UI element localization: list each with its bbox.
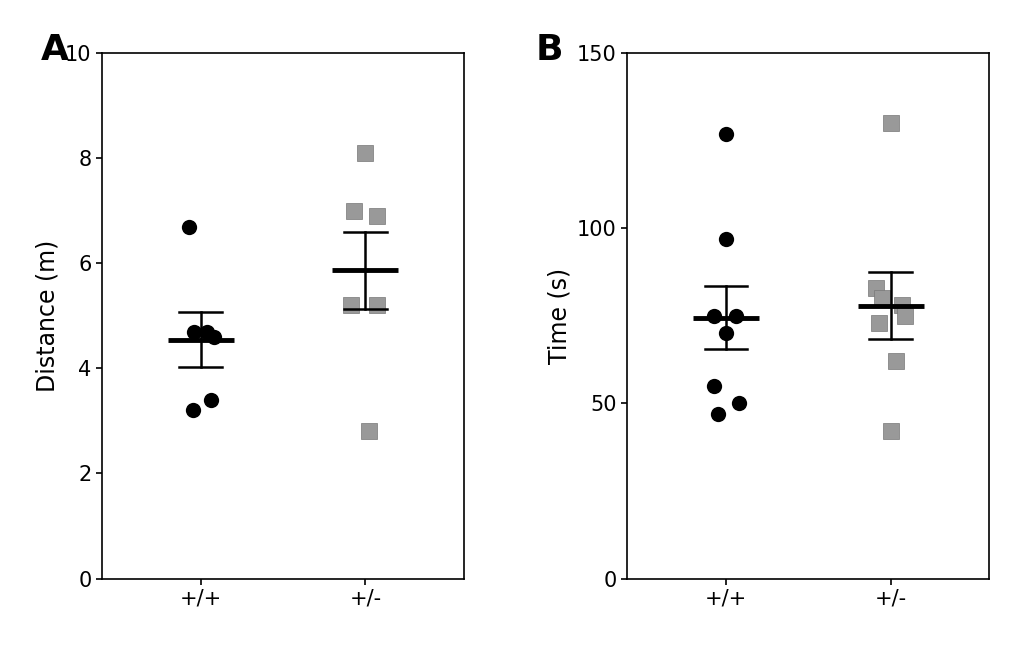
Text: A: A	[41, 33, 68, 67]
Y-axis label: Time (s): Time (s)	[547, 268, 571, 364]
Y-axis label: Distance (m): Distance (m)	[36, 240, 59, 392]
Text: B: B	[535, 33, 562, 67]
